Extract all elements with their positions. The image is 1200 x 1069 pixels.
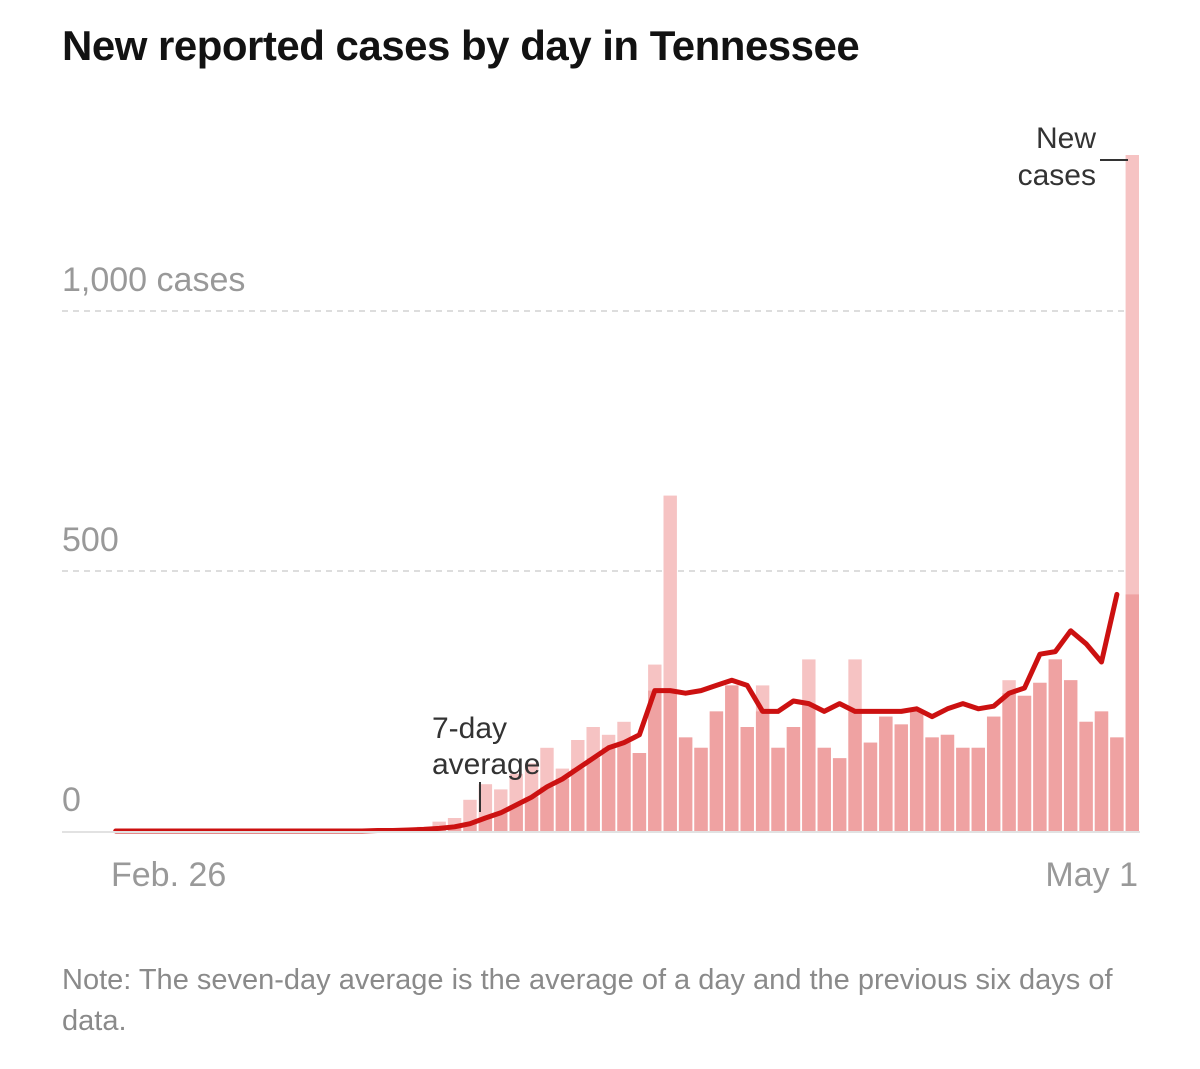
bar-overlap bbox=[1048, 659, 1062, 831]
x-tick-label: Feb. 26 bbox=[111, 856, 226, 894]
bar-overlap bbox=[848, 711, 862, 831]
bar-overlap bbox=[771, 747, 785, 831]
bar-overlap bbox=[894, 724, 908, 831]
bar-overlap bbox=[802, 703, 816, 831]
bar-overlap bbox=[1033, 682, 1047, 831]
bar-overlap bbox=[586, 758, 600, 831]
bar-overlap bbox=[986, 716, 1001, 831]
chart-note: Note: The seven-day average is the avera… bbox=[62, 964, 1113, 1037]
bar-overlap bbox=[494, 812, 508, 831]
bar-overlap bbox=[524, 797, 539, 831]
y-tick-label: 1,000 cases bbox=[62, 261, 245, 299]
bar-overlap bbox=[632, 753, 647, 831]
chart-title: New reported cases by day in Tennessee bbox=[62, 22, 860, 69]
y-tick-label: 500 bbox=[62, 521, 119, 559]
bar-overlap bbox=[940, 734, 955, 831]
bar-overlap bbox=[617, 742, 631, 831]
bar-overlap bbox=[909, 711, 924, 831]
bar-overlap bbox=[1079, 721, 1093, 831]
bar-overlap bbox=[1094, 711, 1109, 831]
annotation-7-day-average-line1: 7-day bbox=[432, 712, 507, 745]
bar-overlap bbox=[555, 779, 570, 831]
bar-overlap bbox=[1110, 737, 1124, 831]
bar-overlap bbox=[1017, 695, 1032, 831]
annotation-new-cases-line1: New bbox=[1036, 122, 1096, 155]
x-tick-label: May 1 bbox=[1045, 856, 1138, 894]
chart: 0 500 1,000 cases Feb. 26 May 1 7-day avera… bbox=[62, 122, 1140, 894]
bar-overlap bbox=[540, 786, 554, 831]
annotation-new-cases-line2: cases bbox=[1018, 159, 1096, 192]
bar-overlap bbox=[1063, 680, 1078, 831]
bar-overlap bbox=[571, 768, 585, 831]
bar-overlap bbox=[832, 758, 847, 831]
bar-overlap bbox=[709, 711, 724, 831]
annotation-7-day-average-line2: average bbox=[432, 748, 540, 781]
bar-overlap bbox=[663, 690, 677, 831]
bar-overlap bbox=[740, 727, 754, 831]
bar-overlap bbox=[601, 747, 616, 831]
new-cases-bars-overlap bbox=[370, 594, 1139, 831]
gridlines bbox=[62, 310, 1140, 572]
bar-overlap bbox=[817, 747, 831, 831]
bar-overlap bbox=[879, 716, 893, 831]
y-axis-labels: 0 500 1,000 cases bbox=[62, 261, 245, 819]
bar-overlap bbox=[648, 690, 662, 831]
bar-overlap bbox=[971, 747, 985, 831]
bar-overlap bbox=[694, 747, 708, 831]
bar-overlap bbox=[925, 737, 939, 831]
bar-overlap bbox=[1002, 693, 1016, 831]
bar-overlap bbox=[509, 805, 523, 831]
bar-overlap bbox=[678, 737, 693, 831]
bar-overlap bbox=[1125, 594, 1139, 831]
y-tick-label: 0 bbox=[62, 781, 81, 819]
x-axis-labels: Feb. 26 May 1 bbox=[111, 856, 1138, 894]
bar-overlap bbox=[755, 711, 770, 831]
bar-overlap bbox=[863, 742, 878, 831]
bar-overlap bbox=[786, 727, 801, 831]
bar-overlap bbox=[725, 685, 739, 831]
bar-overlap bbox=[463, 823, 477, 831]
bar-overlap bbox=[956, 747, 970, 831]
